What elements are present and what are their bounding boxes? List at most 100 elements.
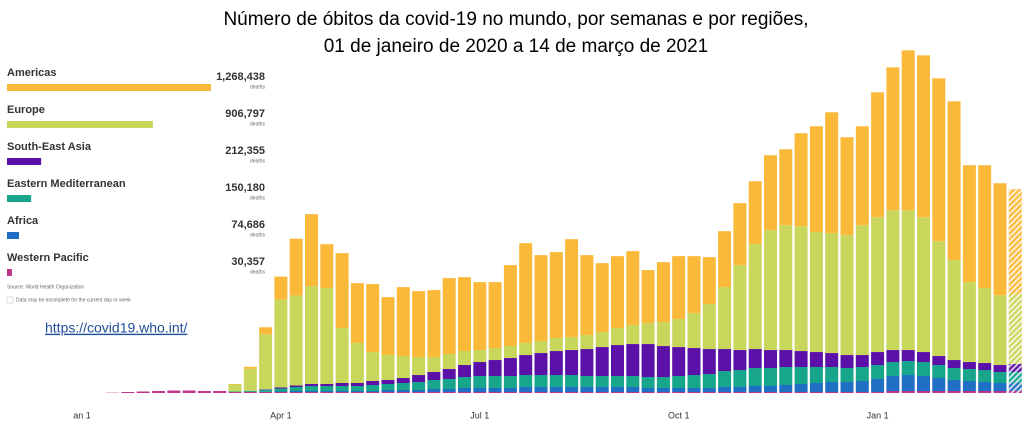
bar-segment	[641, 377, 655, 389]
bar-segment	[366, 352, 380, 382]
bar-segment	[993, 295, 1007, 366]
bar-segment	[932, 391, 946, 393]
bar-segment	[305, 391, 318, 393]
bar-segment	[840, 382, 854, 393]
bar-segment	[320, 384, 334, 387]
bar-segment	[672, 392, 686, 393]
bar-segment	[381, 297, 395, 356]
bar-segment	[350, 383, 364, 387]
legend-bar	[7, 195, 32, 202]
bar-segment	[396, 378, 410, 384]
bar-segment	[779, 225, 793, 351]
bar-segment	[626, 376, 640, 388]
bar-segment	[473, 388, 487, 393]
bar-segment	[871, 352, 885, 366]
bar-segment	[932, 378, 946, 392]
bar-segment	[718, 392, 732, 393]
bar-segment	[978, 382, 992, 392]
bar-segment	[335, 391, 349, 393]
bar-segment	[259, 334, 273, 390]
bar-segment	[641, 392, 655, 393]
bar-segment	[427, 290, 441, 358]
bar-segment	[442, 379, 456, 390]
legend-total: 74,686	[231, 219, 265, 231]
bar-segment	[412, 375, 426, 383]
incomplete-hatch	[1008, 189, 1022, 393]
bar-segment	[656, 388, 670, 393]
bar-segment	[917, 391, 930, 393]
bar-segment	[993, 183, 1007, 296]
bar-segment	[993, 365, 1007, 373]
bar-segment	[855, 392, 869, 393]
bar-segment	[182, 390, 196, 393]
bar-segment	[901, 210, 915, 351]
bar-segment	[289, 387, 303, 392]
bar-segment	[626, 251, 640, 326]
bar-segment	[503, 392, 517, 393]
bar-segment	[779, 350, 793, 368]
bar-segment	[366, 385, 380, 392]
bar-segment	[886, 350, 900, 363]
bar-segment	[595, 387, 609, 393]
bar-segment	[748, 368, 762, 387]
bar-segment	[305, 214, 318, 287]
x-tick-label: Jul 1	[470, 410, 489, 420]
bar-segment	[580, 255, 594, 336]
note-swatch	[6, 296, 14, 304]
bar-segment	[366, 284, 380, 353]
bar-segment	[825, 112, 839, 234]
bar-segment	[366, 381, 380, 386]
bar-segment	[962, 391, 976, 393]
bar-segment	[962, 381, 976, 392]
bar-segment	[809, 383, 823, 393]
bar-segment	[748, 244, 762, 350]
bar-segment	[794, 226, 808, 352]
bar-segment	[825, 233, 839, 354]
bar-segment	[733, 370, 747, 388]
bar-segment	[580, 376, 594, 388]
legend-label: Eastern Mediterranean	[7, 178, 126, 190]
legend-bar	[7, 121, 153, 128]
bar-segment	[886, 67, 900, 211]
bar-segment	[656, 377, 670, 389]
bar-segment	[458, 277, 471, 352]
bar-segment	[243, 366, 257, 369]
link[interactable]: https://covid19.who.int/	[45, 320, 188, 336]
bar-segment	[656, 392, 670, 393]
bar-segment	[320, 244, 334, 289]
bar-segment	[672, 319, 686, 348]
bar-segment	[228, 384, 242, 392]
bar-segment	[488, 348, 502, 361]
bar-segment	[978, 165, 992, 289]
bar-segment	[305, 286, 318, 385]
bar-segment	[932, 78, 946, 242]
bar-segment	[366, 391, 380, 393]
bar-segment	[503, 358, 517, 377]
bar-segment	[855, 225, 869, 356]
bar-segment	[366, 392, 380, 393]
bar-segment	[350, 392, 364, 393]
bar-segment	[733, 387, 747, 393]
bar-segment	[764, 392, 777, 393]
bar-segment	[779, 149, 793, 226]
bar-segment	[687, 256, 701, 314]
bar-segment	[565, 350, 579, 376]
bar-segment	[320, 386, 334, 392]
bar-segment	[427, 392, 441, 393]
legend-total: 150,180	[225, 182, 265, 194]
bar-segment	[840, 355, 854, 369]
bar-segment	[381, 384, 395, 391]
bar-segment	[702, 374, 716, 389]
bar-segment	[595, 392, 609, 393]
bar-segment	[458, 392, 471, 393]
bar-segment	[611, 328, 624, 346]
bar-segment	[274, 299, 288, 388]
bar-segment	[932, 356, 946, 366]
bar-segment	[978, 391, 992, 393]
bar-segment	[289, 392, 303, 393]
bar-segment	[764, 368, 777, 387]
bar-segment	[519, 355, 533, 376]
bar-segment	[442, 278, 456, 355]
bar-segment	[718, 287, 732, 350]
bar-segment	[702, 392, 716, 393]
